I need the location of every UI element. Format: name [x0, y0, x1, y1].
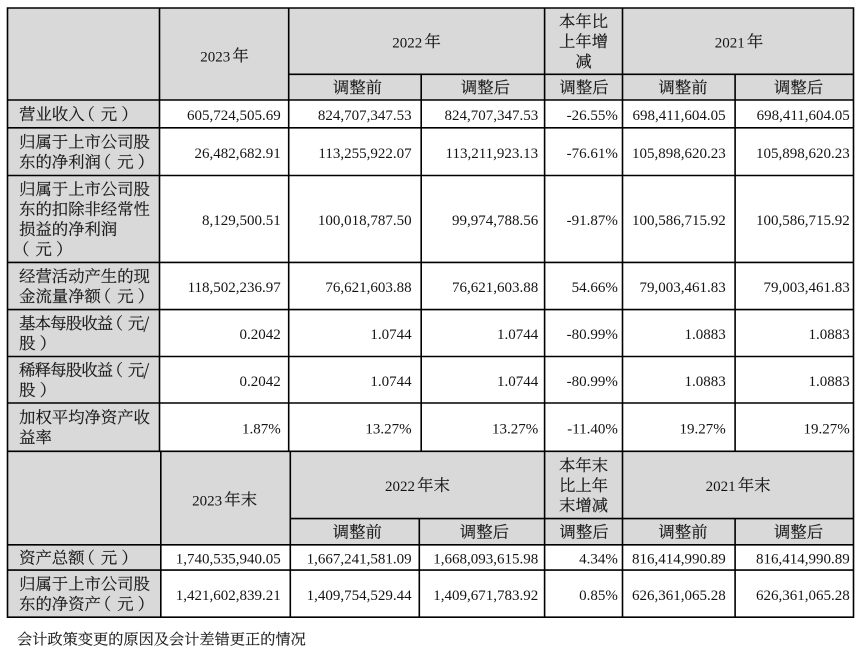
svg-text:113,211,923.13: 113,211,923.13: [446, 146, 539, 162]
svg-text:1.0883: 1.0883: [809, 374, 850, 390]
svg-text:1,421,602,839.21: 1,421,602,839.21: [176, 588, 281, 604]
svg-text:79,003,461.83: 79,003,461.83: [764, 280, 850, 296]
svg-text:76,621,603.88: 76,621,603.88: [452, 280, 538, 296]
svg-text:-91.87%: -91.87%: [567, 213, 618, 229]
svg-text:76,621,603.88: 76,621,603.88: [325, 280, 411, 296]
svg-text:1.87%: 1.87%: [242, 421, 281, 437]
svg-text:2022: 2022: [385, 479, 415, 495]
svg-text:816,414,990.89: 816,414,990.89: [632, 552, 726, 568]
svg-text:118,502,236.97: 118,502,236.97: [188, 280, 282, 296]
svg-text:1,667,241,581.09: 1,667,241,581.09: [307, 552, 412, 568]
svg-text:2021: 2021: [715, 35, 745, 51]
svg-text:0.2042: 0.2042: [240, 327, 281, 343]
svg-text:1,740,535,940.05: 1,740,535,940.05: [176, 552, 281, 568]
svg-text:816,414,990.89: 816,414,990.89: [756, 552, 850, 568]
svg-text:605,724,505.69: 605,724,505.69: [187, 108, 281, 124]
svg-text:0.2042: 0.2042: [240, 374, 281, 390]
svg-text:8,129,500.51: 8,129,500.51: [202, 213, 281, 229]
svg-text:824,707,347.53: 824,707,347.53: [318, 108, 412, 124]
svg-text:79,003,461.83: 79,003,461.83: [639, 280, 725, 296]
svg-text:1.0744: 1.0744: [370, 327, 412, 343]
svg-text:1.0883: 1.0883: [809, 327, 850, 343]
svg-text:2022: 2022: [392, 35, 422, 51]
svg-text:824,707,347.53: 824,707,347.53: [444, 108, 538, 124]
svg-text:19.27%: 19.27%: [679, 421, 725, 437]
svg-text:1,668,093,615.98: 1,668,093,615.98: [433, 552, 538, 568]
svg-text:4.34%: 4.34%: [579, 552, 618, 568]
svg-text:626,361,065.28: 626,361,065.28: [756, 588, 850, 604]
svg-text:100,586,715.92: 100,586,715.92: [756, 213, 850, 229]
svg-text:1,409,754,529.44: 1,409,754,529.44: [307, 588, 413, 604]
svg-text:99,974,788.56: 99,974,788.56: [452, 213, 539, 229]
svg-text:2021: 2021: [706, 479, 736, 495]
svg-text:-11.40%: -11.40%: [567, 421, 618, 437]
svg-text:698,411,604.05: 698,411,604.05: [757, 108, 850, 124]
svg-text:-80.99%: -80.99%: [567, 327, 618, 343]
svg-text:100,018,787.50: 100,018,787.50: [318, 213, 412, 229]
svg-text:54.66%: 54.66%: [572, 280, 618, 296]
svg-text:0.85%: 0.85%: [579, 588, 618, 604]
svg-text:-76.61%: -76.61%: [567, 146, 618, 162]
svg-text:2023: 2023: [200, 50, 230, 66]
svg-text:19.27%: 19.27%: [804, 421, 850, 437]
svg-text:1.0744: 1.0744: [497, 374, 539, 390]
svg-text:105,898,620.23: 105,898,620.23: [632, 146, 726, 162]
svg-text:13.27%: 13.27%: [365, 421, 411, 437]
svg-text:13.27%: 13.27%: [492, 421, 538, 437]
svg-text:626,361,065.28: 626,361,065.28: [632, 588, 726, 604]
svg-text:-26.55%: -26.55%: [567, 108, 618, 124]
svg-text:2023: 2023: [192, 493, 222, 509]
svg-text:105,898,620.23: 105,898,620.23: [756, 146, 850, 162]
svg-text:1,409,671,783.92: 1,409,671,783.92: [433, 588, 538, 604]
svg-text:1.0744: 1.0744: [370, 374, 412, 390]
svg-text:1.0883: 1.0883: [684, 327, 725, 343]
svg-text:1.0744: 1.0744: [497, 327, 539, 343]
svg-text:1.0883: 1.0883: [684, 374, 725, 390]
svg-text:698,411,604.05: 698,411,604.05: [632, 108, 725, 124]
svg-text:113,255,922.07: 113,255,922.07: [318, 146, 412, 162]
svg-text:-80.99%: -80.99%: [567, 374, 618, 390]
svg-text:100,586,715.92: 100,586,715.92: [632, 213, 726, 229]
svg-text:26,482,682.91: 26,482,682.91: [195, 146, 281, 162]
